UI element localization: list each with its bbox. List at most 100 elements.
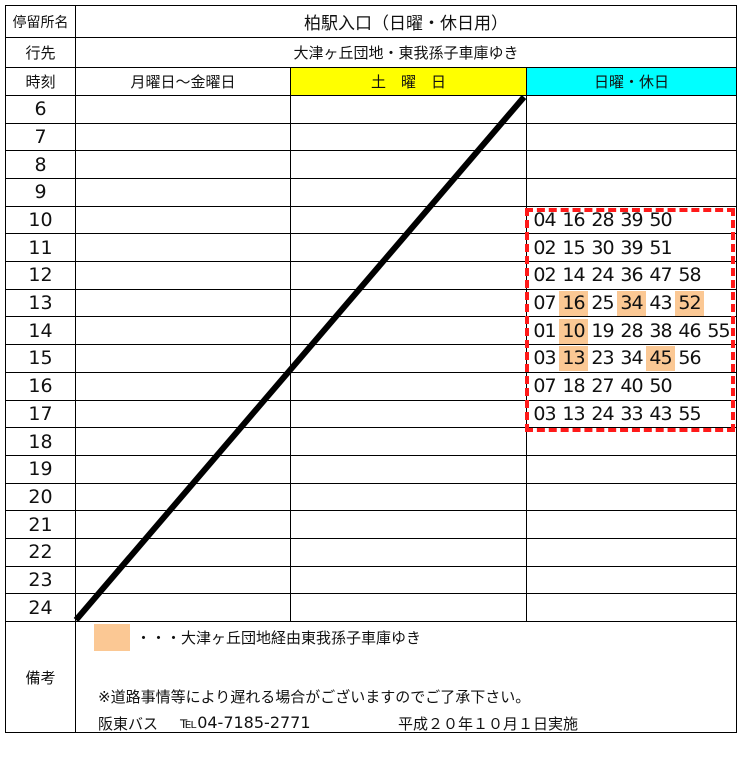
weekday-cell [76, 317, 291, 346]
sunday-cell [527, 594, 737, 622]
sunday-cell: 01 10 19 28 38 46 55 [527, 317, 737, 346]
departure-minute: 39 [620, 209, 643, 232]
saturday-cell [291, 317, 527, 346]
departure-minute: 43 [649, 402, 672, 425]
saturday-cell [291, 538, 527, 567]
departure-minute: 07 [533, 375, 556, 398]
departure-minute: 04 [533, 209, 556, 232]
saturday-cell [291, 566, 527, 595]
saturday-cell [291, 400, 527, 429]
weekday-cell [76, 345, 291, 373]
hour-cell: 6 [5, 96, 76, 124]
sunday-header: 日曜・休日 [527, 68, 737, 96]
departure-minute: 07 [533, 292, 556, 315]
departure-minute: 46 [678, 319, 701, 342]
destination: 大津ヶ丘団地・東我孫子車庫ゆき [76, 38, 737, 68]
destination-label: 行先 [5, 38, 76, 68]
departure-minute: 56 [678, 347, 701, 370]
sunday-cell [527, 455, 737, 484]
saturday-cell [291, 345, 527, 373]
weekday-cell [76, 151, 291, 180]
hour-cell: 9 [5, 179, 76, 207]
hour-cell: 24 [5, 594, 76, 622]
departure-minute: 13 [562, 402, 585, 425]
departure-minute: 55 [678, 402, 701, 425]
hour-cell: 7 [5, 123, 76, 152]
sunday-cell: 02 15 30 39 51 [527, 234, 737, 263]
timetable: 停留所名 柏駅入口（日曜・休日用） 行先 大津ヶ丘団地・東我孫子車庫ゆき 時刻 … [5, 5, 737, 733]
departure-minute: 58 [678, 264, 701, 287]
sunday-cell: 03 13 24 33 43 55 [527, 400, 737, 429]
departure-minute: 27 [591, 375, 614, 398]
sunday-cell: 07 16 25 34 43 52 [527, 289, 737, 318]
weekday-cell [76, 400, 291, 429]
legend-text: ・・・大津ヶ丘団地経由東我孫子車庫ゆき [136, 629, 422, 647]
departure-minute: 25 [591, 292, 614, 315]
weekday-cell [76, 455, 291, 484]
departure-minute: 40 [620, 375, 643, 398]
saturday-cell [291, 428, 527, 456]
weekday-cell [76, 289, 291, 318]
departure-minute: 30 [591, 236, 614, 259]
weekday-cell [76, 428, 291, 456]
departure-minute-via: 34 [617, 291, 646, 317]
saturday-header: 土 曜 日 [291, 68, 527, 96]
hour-cell: 12 [5, 262, 76, 290]
departure-minute: 36 [620, 264, 643, 287]
weekday-cell [76, 566, 291, 595]
sunday-cell: 04 16 28 39 50 [527, 206, 737, 235]
departure-minute: 02 [533, 264, 556, 287]
saturday-cell [291, 234, 527, 263]
hour-cell: 19 [5, 455, 76, 484]
departure-minute: 47 [649, 264, 672, 287]
saturday-cell [291, 594, 527, 622]
departure-minute-via: 13 [559, 346, 588, 372]
departure-minute: 28 [591, 209, 614, 232]
departure-minute: 18 [562, 375, 585, 398]
departure-minute: 03 [533, 402, 556, 425]
departure-minute: 24 [591, 402, 614, 425]
legend-swatch [94, 624, 130, 651]
weekday-cell [76, 483, 291, 512]
weekday-cell [76, 206, 291, 235]
hour-cell: 10 [5, 206, 76, 235]
departure-minute: 01 [533, 319, 556, 342]
weekday-cell [76, 234, 291, 263]
sunday-cell [527, 179, 737, 207]
hour-cell: 13 [5, 289, 76, 318]
departure-minute: 34 [620, 347, 643, 370]
departure-minute-via: 10 [559, 318, 588, 344]
departure-minute: 23 [591, 347, 614, 370]
sunday-cell [527, 566, 737, 595]
weekday-cell [76, 179, 291, 207]
weekday-cell [76, 123, 291, 152]
weekday-cell [76, 372, 291, 401]
weekday-cell [76, 594, 291, 622]
weekday-cell [76, 96, 291, 124]
departure-minute-via: 16 [559, 291, 588, 317]
sunday-cell [527, 538, 737, 567]
hour-cell: 18 [5, 428, 76, 456]
saturday-cell [291, 483, 527, 512]
stop-label: 停留所名 [5, 5, 76, 38]
hour-cell: 11 [5, 234, 76, 263]
hour-cell: 22 [5, 538, 76, 567]
saturday-cell [291, 206, 527, 235]
departure-minute: 28 [620, 319, 643, 342]
departure-minute: 16 [562, 209, 585, 232]
departure-minute: 24 [591, 264, 614, 287]
sunday-cell [527, 511, 737, 539]
saturday-cell [291, 372, 527, 401]
saturday-cell [291, 455, 527, 484]
notice-text: ※道路事情等により遅れる場合がございますのでご了承下さい。 [98, 688, 531, 706]
departure-minute: 39 [620, 236, 643, 259]
sunday-cell [527, 483, 737, 512]
sunday-cell: 07 18 27 40 50 [527, 372, 737, 401]
sunday-cell [527, 96, 737, 124]
remarks-cell [76, 622, 737, 733]
saturday-cell [291, 123, 527, 152]
effective-date: 平成２０年１０月１日実施 [398, 715, 579, 733]
sunday-cell [527, 428, 737, 456]
sunday-cell [527, 151, 737, 180]
departure-minute-via: 45 [646, 346, 675, 372]
